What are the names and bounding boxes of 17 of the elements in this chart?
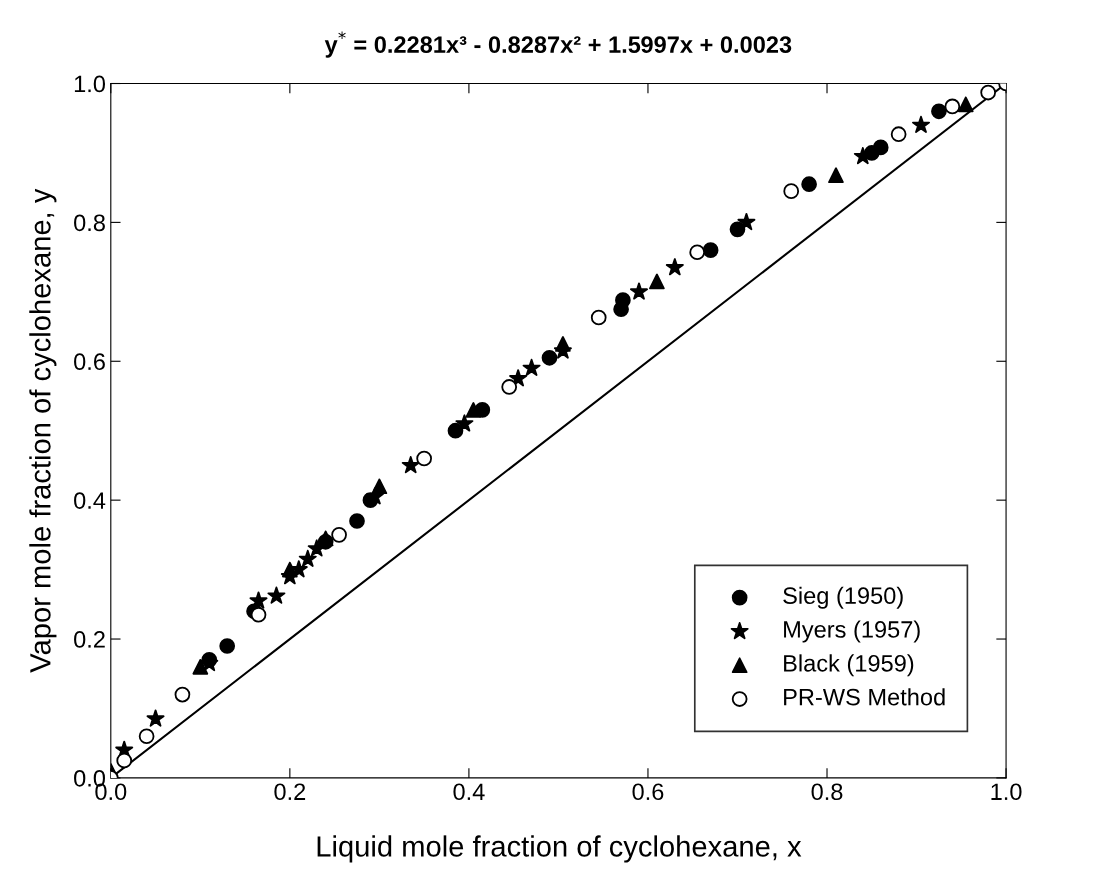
x-tick-label: 0.8 (811, 783, 843, 801)
x-tick-label: 1.0 (991, 783, 1022, 801)
y-tick-label: 0.6 (74, 353, 105, 371)
x-tick-label: 0.6 (632, 783, 664, 801)
legend-label: Sieg (1950) (783, 586, 903, 609)
y-axis-title: Vapor mole fraction of cyclohexane, y (29, 188, 57, 673)
chart-title: y$^{*}$ = 0.2281x³ - 0.8287x² + 1.5997x + 0.0023 (324, 31, 792, 58)
legend-label: Myers (1957) (784, 620, 920, 643)
y-tick-label: 0.8 (74, 214, 105, 232)
y-tick-label: 0.4 (74, 492, 106, 509)
x-tick-label: 0.4 (453, 783, 485, 801)
x-tick-label: 0.2 (274, 783, 306, 801)
legend-label: PR-WS Method (784, 688, 945, 706)
y-tick-label: 1.0 (74, 75, 106, 93)
legend-label: Black (1959) (784, 654, 914, 677)
y-tick-label: 0.2 (74, 631, 105, 648)
x-axis-title: Liquid mole fraction of cyclohexane, x (317, 835, 802, 863)
